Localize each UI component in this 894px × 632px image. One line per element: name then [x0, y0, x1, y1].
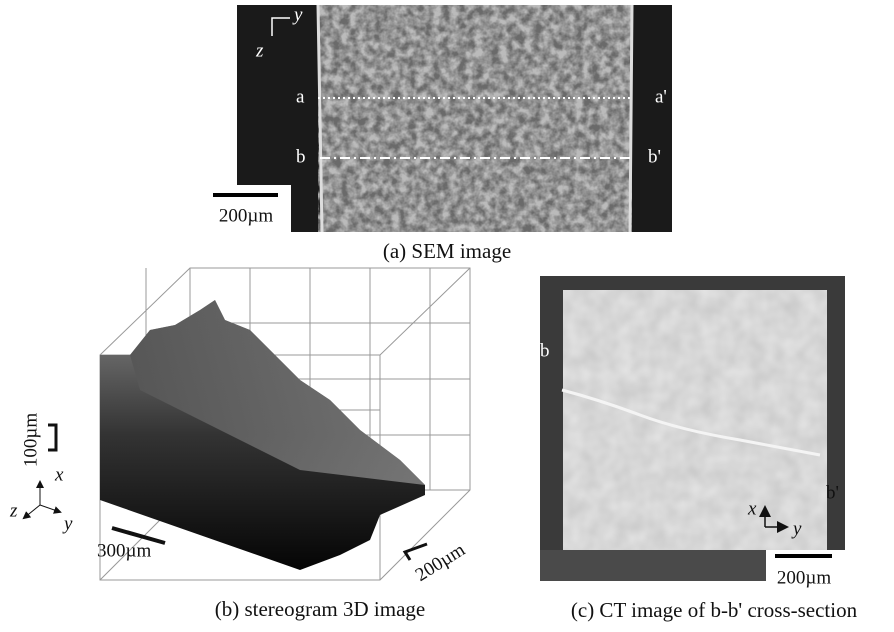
- scale-y-label: 300µm: [97, 540, 151, 561]
- caption-b: (b) stereogram 3D image: [215, 597, 426, 621]
- caption-a: (a) SEM image: [383, 239, 511, 263]
- axis-y: y: [62, 513, 73, 534]
- axis-y-arrow: [40, 505, 60, 512]
- label-b-prime: b': [648, 146, 661, 167]
- label-a-prime: a': [655, 86, 667, 107]
- axis-x: x: [54, 464, 64, 485]
- label-a: a: [296, 86, 305, 107]
- sem-panel: a a' b b' y z 200µm (a) SEM image: [205, 4, 672, 262]
- edge-b: b: [540, 340, 550, 361]
- scale-label: 200µm: [219, 205, 273, 226]
- figure: a a' b b' y z 200µm (a) SEM image 100µm …: [0, 0, 894, 632]
- ct-scale-label: 200µm: [777, 567, 831, 588]
- stereogram-panel: [24, 268, 470, 580]
- ct-texture: [563, 290, 827, 550]
- ct-panel: b b' x y 200µm (c) CT image of b-b' cros…: [540, 276, 858, 622]
- axis-z-arrow: [24, 505, 40, 518]
- axis-y: y: [292, 4, 303, 25]
- ct-axis-x: x: [747, 498, 757, 519]
- height-bracket: [48, 425, 56, 450]
- caption-c: (c) CT image of b-b' cross-section: [571, 598, 858, 622]
- axis-z: z: [9, 500, 18, 521]
- label-b: b: [296, 146, 306, 167]
- ct-axis-y: y: [791, 518, 802, 539]
- sem-texture: [318, 5, 632, 232]
- axis-z: z: [255, 40, 264, 61]
- scale-bar-x: [405, 544, 427, 560]
- scale-height: 100µm: [20, 413, 41, 467]
- edge-b-prime: b': [826, 482, 839, 503]
